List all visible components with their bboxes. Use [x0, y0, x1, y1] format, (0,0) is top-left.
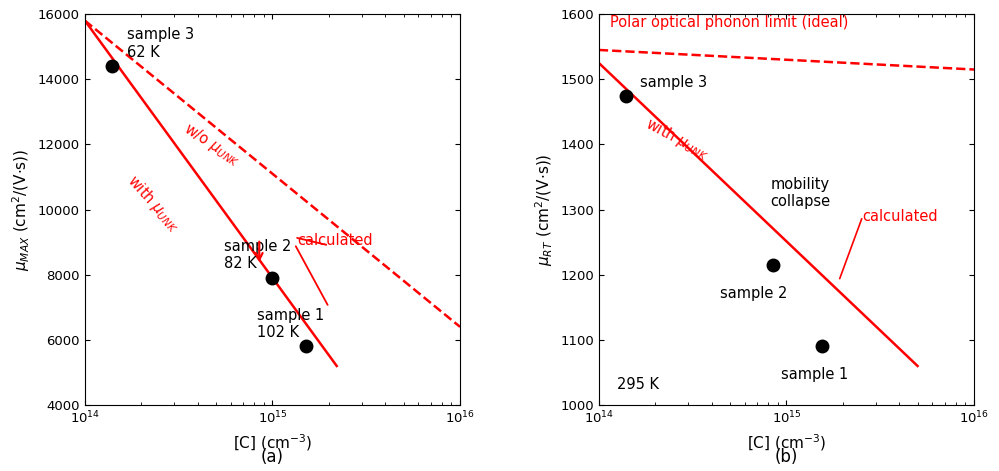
Text: (a): (a) [261, 448, 284, 466]
Text: calculated: calculated [297, 233, 373, 248]
Text: sample 2: sample 2 [720, 286, 787, 301]
Y-axis label: $\mu_{MAX}$ (cm$^2$/(V$\cdot$s)): $\mu_{MAX}$ (cm$^2$/(V$\cdot$s)) [11, 148, 32, 271]
Text: calculated: calculated [863, 209, 938, 224]
Text: mobility
collapse: mobility collapse [770, 177, 830, 210]
X-axis label: [C] (cm$^{-3}$): [C] (cm$^{-3}$) [233, 432, 313, 453]
Text: w/o $\mu_{UNK}$: w/o $\mu_{UNK}$ [180, 119, 244, 170]
Text: sample 1: sample 1 [780, 367, 848, 382]
Text: sample 3
62 K: sample 3 62 K [127, 27, 194, 60]
Text: 295 K: 295 K [617, 377, 659, 392]
Text: sample 2
82 K: sample 2 82 K [224, 239, 291, 271]
Text: (b): (b) [775, 448, 798, 466]
Text: with $\mu_{UNK}$: with $\mu_{UNK}$ [642, 114, 712, 164]
Text: sample 1
102 K: sample 1 102 K [257, 308, 324, 340]
X-axis label: [C] (cm$^{-3}$): [C] (cm$^{-3}$) [746, 432, 826, 453]
Text: sample 3: sample 3 [639, 75, 707, 90]
Text: Polar optical phonon limit (ideal): Polar optical phonon limit (ideal) [610, 16, 848, 31]
Text: with $\mu_{UNK}$: with $\mu_{UNK}$ [123, 171, 184, 235]
Y-axis label: $\mu_{RT}$ (cm$^2$/(V$\cdot$s)): $\mu_{RT}$ (cm$^2$/(V$\cdot$s)) [533, 153, 554, 266]
